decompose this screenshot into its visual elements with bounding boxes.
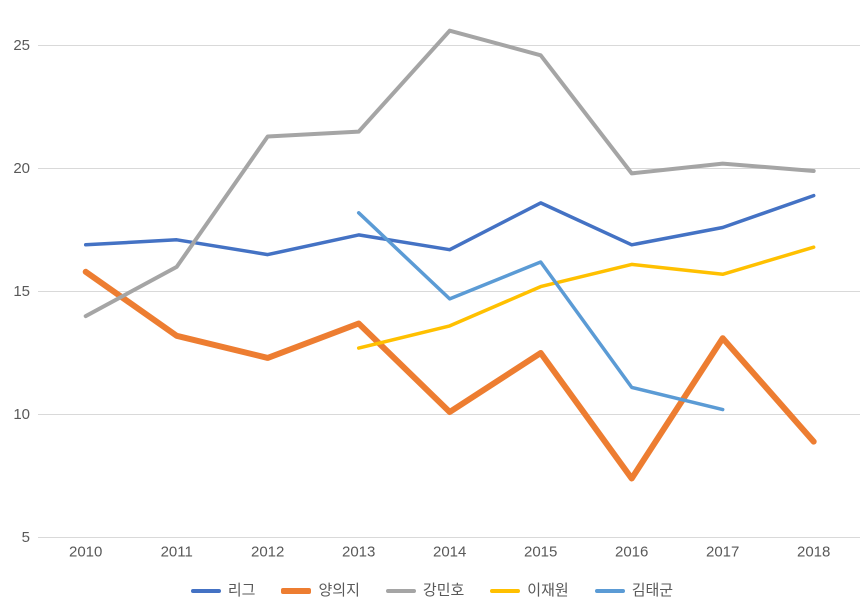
- legend-item-kim-taegun: 김태군: [594, 582, 674, 599]
- legend-item-kang-minho: 강민호: [385, 582, 465, 599]
- y-axis-tick-label: 25: [13, 37, 30, 54]
- series-line-yang-euiji: [82, 268, 817, 482]
- series-line-lee-jaewon: [356, 245, 816, 350]
- legend-item-lee-jaewon: 이재원: [490, 582, 569, 599]
- legend-marker-lee-jaewon: [490, 588, 521, 593]
- legend-marker-kim-taegun: [594, 588, 625, 593]
- x-axis-tick-label: 2018: [797, 544, 830, 561]
- x-axis-tick-label: 2012: [251, 544, 284, 561]
- legend-marker-league: [190, 588, 221, 593]
- series-line-kang-minho: [83, 28, 816, 319]
- legend-item-league: 리그: [190, 582, 256, 599]
- legend-marker-yang-euiji: [281, 587, 312, 594]
- x-axis-tick-label: 2011: [161, 544, 193, 561]
- series-line-kim-taegun: [356, 211, 725, 412]
- x-axis-tick-label: 2013: [342, 544, 375, 561]
- x-axis-tick-label: 2017: [706, 544, 739, 561]
- gridlines-group: [38, 45, 860, 538]
- x-axis-tick-label: 2016: [615, 544, 648, 561]
- y-axis-tick-label: 10: [13, 406, 30, 423]
- legend-item-yang-euiji: 양의지: [281, 582, 360, 599]
- series-line-league: [83, 193, 816, 257]
- x-axis-tick-label: 2014: [433, 544, 466, 561]
- x-axis-tick-label: 2015: [524, 544, 557, 561]
- legend-label-league: 리그: [227, 582, 256, 599]
- chart-legend: 리그 양의지 강민호 이재원 김태군: [0, 583, 864, 598]
- y-axis-tick-label: 20: [13, 160, 30, 177]
- legend-label-lee-jaewon: 이재원: [527, 582, 569, 599]
- legend-marker-kang-minho: [385, 588, 416, 593]
- y-axis-tick-label: 15: [13, 283, 30, 300]
- x-axis-labels-group: 2010 2011 2012 2013 2014 2015 2016 2017 2018: [69, 544, 830, 561]
- y-axis-tick-label: 5: [22, 529, 30, 546]
- y-axis-labels-group: 5 10 15 20 25: [13, 37, 30, 546]
- legend-label-kang-minho: 강민호: [422, 582, 465, 599]
- legend-label-kim-taegun: 김태군: [631, 582, 674, 599]
- legend-label-yang-euiji: 양의지: [318, 582, 360, 599]
- x-axis-tick-label: 2010: [69, 544, 102, 561]
